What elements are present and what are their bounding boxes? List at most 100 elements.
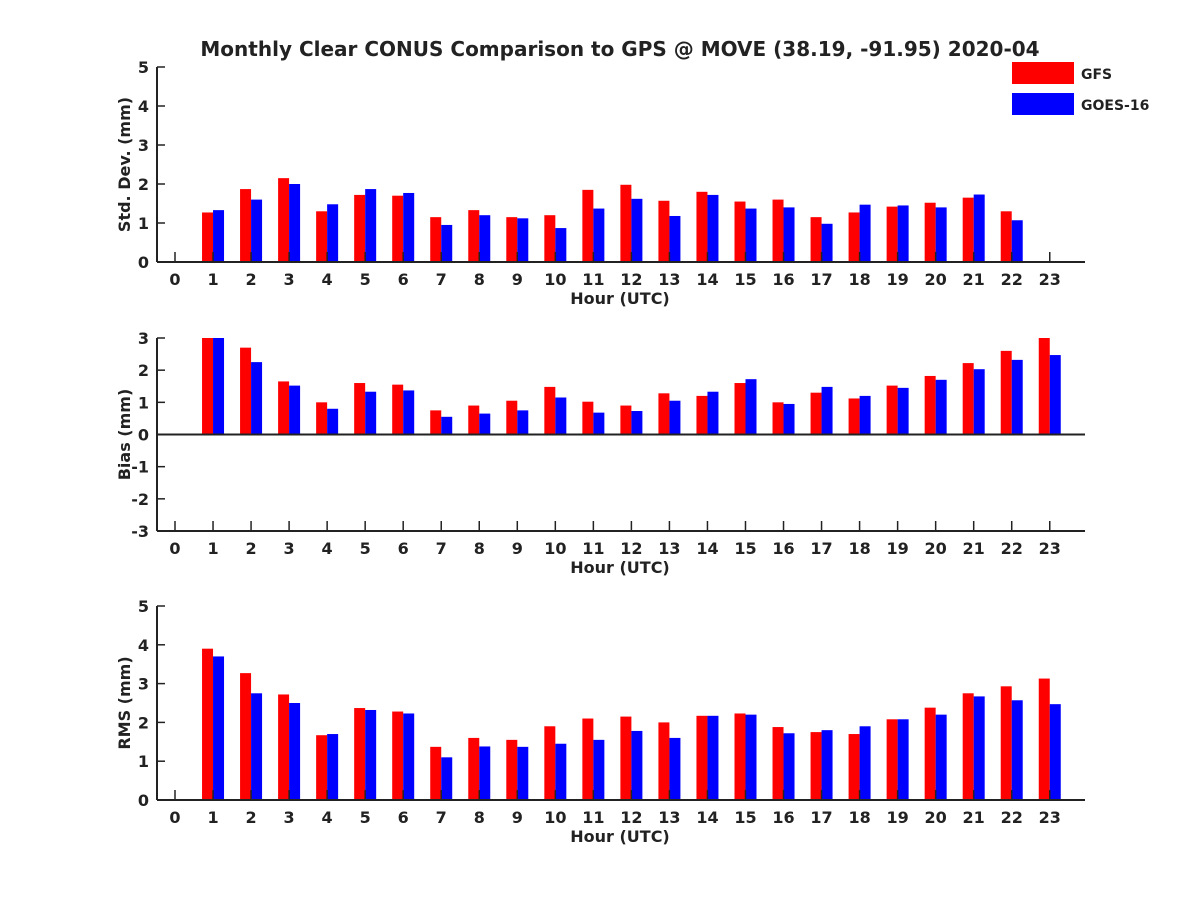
bar-goes-16-hour-22 [1011,700,1023,800]
bar-gfs-hour-5 [354,194,366,262]
bar-goes-16-hour-9 [517,410,529,435]
x-tick-label: 10 [544,539,566,558]
y-tick-label: 0 [138,791,149,810]
x-tick-label: 23 [1039,270,1061,289]
bar-gfs-hour-1 [202,648,214,800]
x-tick-label: 12 [620,539,642,558]
y-tick-label: 1 [138,752,149,771]
bar-goes-16-hour-12 [631,730,643,800]
bar-goes-16-hour-3 [289,385,301,435]
bar-gfs-hour-17 [810,392,822,435]
bar-gfs-hour-9 [506,217,518,262]
bar-gfs-hour-9 [506,739,518,800]
bar-gfs-hour-14 [696,395,708,435]
y-tick-label: -2 [131,490,149,509]
x-tick-label: 16 [772,270,794,289]
bar-goes-16-hour-16 [783,733,795,800]
x-tick-label: 13 [658,539,680,558]
legend-label: GFS [1081,67,1112,83]
x-tick-label: 13 [658,808,680,827]
bar-goes-16-hour-21 [973,696,985,800]
bar-gfs-hour-15 [734,713,746,800]
x-tick-label: 2 [245,539,256,558]
bar-goes-16-hour-15 [745,379,757,435]
bar-gfs-hour-11 [582,189,594,262]
x-tick-label: 21 [963,539,985,558]
bar-goes-16-hour-10 [555,228,567,262]
bar-gfs-hour-4 [316,735,328,800]
bar-gfs-hour-18 [848,212,860,262]
bar-goes-16-hour-1 [213,338,225,435]
x-tick-label: 22 [1001,539,1023,558]
bar-gfs-hour-15 [734,383,746,435]
bar-gfs-hour-19 [886,719,898,800]
x-tick-label: 8 [474,270,485,289]
bar-gfs-hour-13 [658,722,670,800]
bar-gfs-hour-16 [772,727,784,800]
bar-gfs-hour-3 [278,178,290,262]
x-tick-label: 17 [810,270,832,289]
bar-goes-16-hour-16 [783,207,795,262]
bar-gfs-hour-10 [544,215,556,262]
x-axis-label: Hour (UTC) [570,558,670,577]
bar-gfs-hour-10 [544,386,556,435]
bar-gfs-hour-23 [1038,338,1050,435]
bar-goes-16-hour-13 [669,737,681,800]
x-tick-label: 2 [245,808,256,827]
legend: GFS GOES-16 [1012,62,1149,115]
y-tick-label: 5 [138,597,149,616]
bar-gfs-hour-10 [544,726,556,800]
bar-goes-16-hour-3 [289,703,301,800]
x-tick-label: 12 [620,270,642,289]
bar-goes-16-hour-5 [365,391,377,435]
bar-gfs-hour-12 [620,716,632,800]
bar-goes-16-hour-19 [897,205,909,262]
y-tick-label: 4 [138,97,149,116]
x-tick-label: 6 [398,539,409,558]
bar-gfs-hour-19 [886,206,898,262]
bar-goes-16-hour-14 [707,391,719,435]
x-tick-label: 5 [360,539,371,558]
bar-gfs-hour-22 [1000,211,1012,262]
bar-goes-16-hour-16 [783,403,795,435]
bar-gfs-hour-22 [1000,686,1012,800]
x-tick-label: 3 [284,539,295,558]
bar-goes-16-hour-2 [251,693,263,800]
x-tick-label: 16 [772,539,794,558]
x-tick-label: 15 [734,539,756,558]
bar-gfs-hour-6 [392,384,404,435]
x-tick-label: 5 [360,270,371,289]
x-tick-label: 14 [696,539,718,558]
bar-goes-16-hour-6 [403,713,415,800]
legend-label: GOES-16 [1081,98,1149,114]
x-tick-label: 4 [322,808,333,827]
bar-goes-16-hour-13 [669,400,681,435]
y-axis-label: RMS (mm) [115,656,134,749]
bar-gfs-hour-22 [1000,350,1012,435]
x-axis-label: Hour (UTC) [570,827,670,846]
bar-goes-16-hour-12 [631,411,643,435]
bar-goes-16-hour-17 [821,730,833,800]
x-tick-label: 2 [245,270,256,289]
bar-goes-16-hour-2 [251,199,263,262]
x-tick-label: 6 [398,808,409,827]
bar-gfs-hour-7 [430,217,442,262]
x-tick-label: 9 [512,270,523,289]
bar-gfs-hour-4 [316,402,328,435]
y-tick-label: 1 [138,214,149,233]
x-tick-label: 1 [207,270,218,289]
x-tick-label: 19 [886,539,908,558]
bar-gfs-hour-1 [202,338,214,435]
bar-goes-16-hour-4 [327,408,339,435]
bar-goes-16-hour-21 [973,194,985,262]
bar-goes-16-hour-9 [517,218,529,262]
bar-gfs-hour-21 [962,363,974,435]
bar-gfs-hour-15 [734,201,746,262]
x-tick-label: 19 [886,808,908,827]
y-tick-label: 5 [138,58,149,77]
bar-goes-16-hour-15 [745,714,757,800]
bar-gfs-hour-17 [810,217,822,262]
bar-goes-16-hour-22 [1011,359,1023,435]
bar-gfs-hour-21 [962,693,974,800]
